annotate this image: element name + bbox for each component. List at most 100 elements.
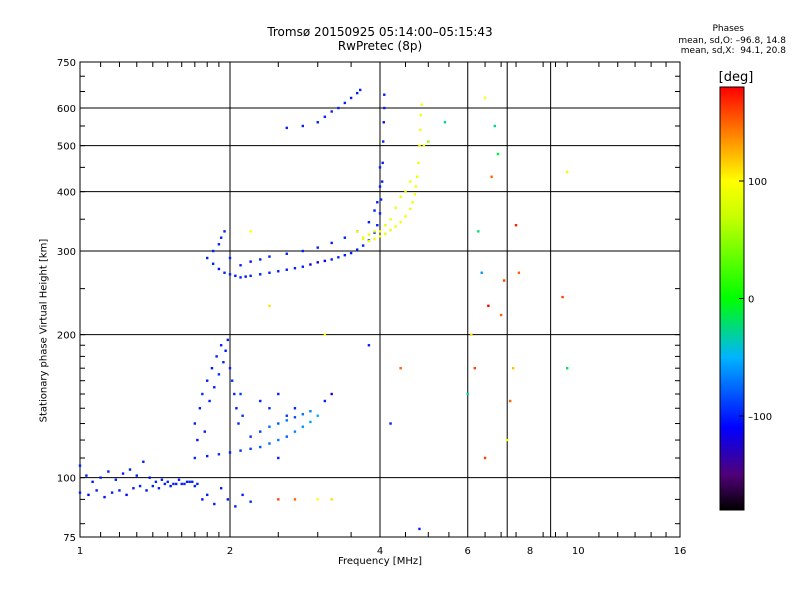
- colorbar-tick-label: 0: [748, 295, 754, 306]
- data-point: [511, 366, 515, 370]
- data-point: [565, 366, 569, 370]
- data-point: [249, 230, 252, 233]
- data-point: [367, 344, 371, 347]
- data-point: [361, 244, 365, 247]
- data-point: [514, 224, 518, 227]
- data-point: [205, 379, 209, 382]
- data-point: [383, 106, 386, 110]
- data-point: [208, 399, 211, 403]
- data-point: [427, 140, 430, 143]
- data-point: [244, 275, 247, 278]
- data-point: [177, 478, 181, 481]
- data-point: [107, 470, 110, 473]
- data-point: [330, 110, 333, 113]
- data-point: [226, 338, 230, 342]
- data-point: [480, 271, 483, 274]
- data-point: [285, 419, 288, 422]
- data-point: [237, 422, 240, 425]
- data-point: [378, 212, 382, 215]
- data-point: [203, 430, 206, 433]
- data-point: [219, 344, 223, 347]
- data-point: [228, 256, 232, 260]
- data-point: [230, 379, 234, 382]
- colorbar-label: [deg]: [718, 70, 754, 85]
- data-point: [234, 505, 237, 508]
- data-point: [337, 256, 340, 259]
- data-point: [508, 399, 512, 403]
- data-point: [293, 267, 297, 270]
- data-point: [217, 243, 221, 246]
- data-point: [95, 489, 98, 492]
- data-point: [483, 456, 487, 460]
- data-point: [343, 101, 347, 105]
- data-point: [293, 498, 297, 501]
- data-point: [376, 201, 379, 204]
- data-point: [316, 414, 319, 417]
- data-point: [376, 224, 379, 227]
- data-point: [223, 230, 226, 233]
- data-point: [169, 484, 172, 488]
- data-point: [411, 201, 414, 204]
- data-point: [249, 500, 252, 503]
- data-point: [301, 124, 305, 128]
- y-tick-label: 750: [57, 58, 76, 69]
- data-point: [466, 392, 469, 396]
- data-point: [285, 435, 288, 438]
- data-point: [422, 144, 426, 147]
- data-point: [241, 414, 244, 417]
- data-point: [389, 422, 392, 425]
- data-point: [358, 88, 362, 92]
- data-point: [211, 262, 215, 265]
- data-point: [483, 96, 487, 100]
- data-point: [219, 236, 223, 239]
- data-point: [316, 498, 319, 501]
- data-point: [379, 198, 383, 201]
- data-point: [91, 480, 94, 484]
- data-point: [330, 258, 333, 261]
- data-point: [409, 207, 412, 211]
- data-point: [399, 366, 402, 370]
- data-point: [417, 161, 420, 165]
- data-point: [323, 259, 327, 263]
- data-point: [517, 271, 521, 274]
- title-line-2: RwPretec (8p): [337, 39, 423, 53]
- data-point: [323, 115, 327, 119]
- data-point: [343, 253, 347, 257]
- data-point: [323, 399, 327, 403]
- data-point: [470, 333, 473, 336]
- data-point: [349, 251, 353, 255]
- data-point: [381, 161, 384, 165]
- data-point: [301, 249, 305, 253]
- data-point: [330, 498, 333, 501]
- data-point: [443, 121, 447, 124]
- data-point: [249, 435, 252, 438]
- data-point: [384, 232, 387, 236]
- data-point: [378, 230, 382, 233]
- data-point: [285, 126, 288, 130]
- data-point: [239, 276, 242, 279]
- data-point: [259, 273, 262, 276]
- data-point: [222, 361, 225, 364]
- data-point: [217, 267, 221, 271]
- data-point: [128, 468, 132, 471]
- data-point: [145, 489, 148, 492]
- data-point: [99, 476, 102, 479]
- data-point: [367, 239, 371, 243]
- data-point: [394, 225, 397, 228]
- data-point: [389, 228, 392, 232]
- data-point: [383, 93, 386, 96]
- data-point: [343, 236, 347, 239]
- data-point: [330, 241, 333, 245]
- data-point: [226, 498, 230, 501]
- data-point: [361, 236, 365, 239]
- data-point: [157, 487, 161, 490]
- data-point: [135, 474, 138, 477]
- data-point: [419, 128, 422, 131]
- data-point: [198, 407, 202, 410]
- x-tick-label: 2: [227, 546, 233, 557]
- data-point: [249, 447, 252, 451]
- data-point: [409, 180, 412, 183]
- data-point: [78, 464, 82, 467]
- data-point: [505, 438, 509, 442]
- data-point: [205, 256, 209, 260]
